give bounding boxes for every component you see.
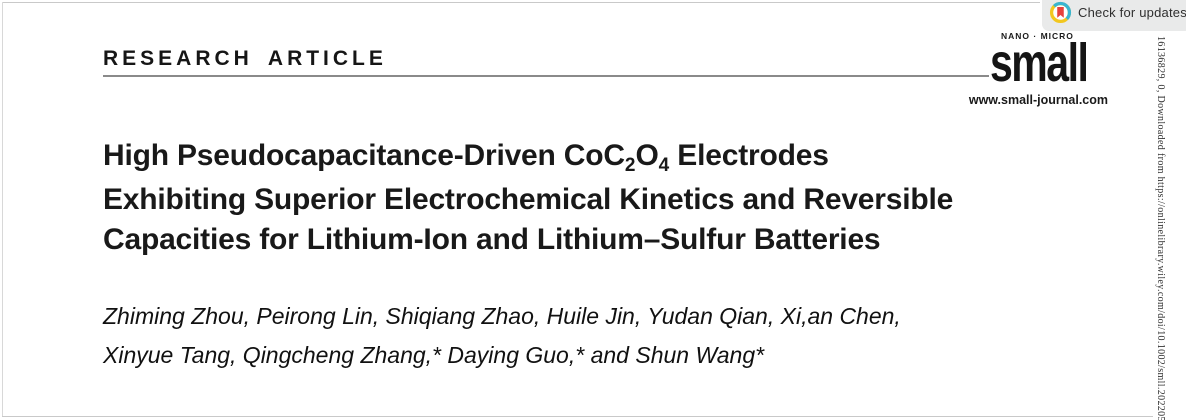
authors-line-2: Xinyue Tang, Qingcheng Zhang,* Daying Gu… <box>103 342 765 368</box>
title-line-3: Capacities for Lithium-Ion and Lithium–S… <box>103 223 881 256</box>
section-header: RESEARCH ARTICLE <box>103 47 387 70</box>
download-watermark: 16136829, 0, Downloaded from https://onl… <box>1155 36 1166 420</box>
formula-subscript: 2 <box>624 155 636 176</box>
page-border-left <box>2 2 3 417</box>
check-for-updates-icon <box>1049 1 1072 23</box>
journal-website-link[interactable]: www.small-journal.com <box>968 93 1108 107</box>
article-title: High Pseudocapacitance-Driven CoC2O4 Ele… <box>103 136 953 260</box>
author-list: Zhiming Zhou, Peirong Lin, Shiqiang Zhao… <box>103 297 901 375</box>
journal-tagline: NANO · MICRO <box>1001 31 1074 41</box>
page-border-bottom <box>2 416 1153 417</box>
header-rule <box>103 75 989 77</box>
page-border-top <box>2 2 1040 3</box>
check-for-updates-badge[interactable]: Check for updates <box>1042 0 1186 31</box>
journal-name-logo: small <box>990 33 1089 93</box>
title-line-1: High Pseudocapacitance-Driven CoC2O4 Ele… <box>103 139 829 176</box>
formula-subscript: 4 <box>658 155 670 176</box>
authors-line-1: Zhiming Zhou, Peirong Lin, Shiqiang Zhao… <box>103 303 901 329</box>
check-for-updates-label: Check for updates <box>1078 4 1186 20</box>
title-line-2: Exhibiting Superior Electrochemical Kine… <box>103 183 954 216</box>
